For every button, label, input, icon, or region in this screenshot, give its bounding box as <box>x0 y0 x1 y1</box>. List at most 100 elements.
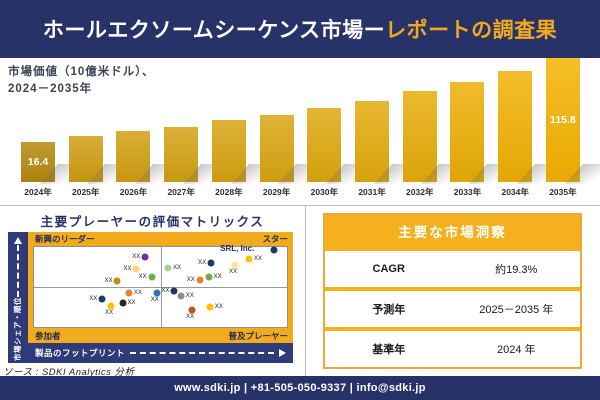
bar <box>450 82 485 182</box>
player-dot <box>196 276 204 284</box>
bar-value-label: 16.4 <box>27 156 49 168</box>
quadrant-label-star: スター <box>262 234 288 244</box>
footer-bar: www.sdki.jp | +81-505-050-9337 | info@sd… <box>0 376 600 400</box>
insight-label: CAGR <box>372 263 405 275</box>
x-axis-tick-label: 2032年 <box>406 187 434 197</box>
chart-subtitle-line1: 市場価値（10億米ドル）、 <box>8 66 155 78</box>
player-placeholder-label: XX <box>198 260 207 266</box>
player-placeholder-label: XX <box>127 300 136 306</box>
matrix-y-axis-label: 市場シェア・順位 <box>13 297 22 361</box>
x-axis-tick-label: 2030年 <box>310 187 339 197</box>
x-axis-tick-label: 2026年 <box>119 187 148 197</box>
insight-row: 基準年 2024 年 <box>325 331 580 367</box>
player-placeholder-label: XX <box>229 268 238 275</box>
player-placeholder-label: XX <box>105 310 114 317</box>
up-arrow-dashed-line <box>17 245 19 297</box>
chart-subtitle: 市場価値（10億米ドル）、 2024－2035年 <box>8 64 155 97</box>
player-dot <box>206 303 214 311</box>
horizontal-divider <box>0 205 600 206</box>
player-dot <box>119 299 127 307</box>
matrix-y-axis-band: 市場シェア・順位 <box>8 232 28 363</box>
key-insights-table: 主要な市場洞察 CAGR 約19.3% 予測年 2025－2035 年基準年 2024 … <box>323 213 582 369</box>
quadrant-label-emerging-leaders: 新興のリーダー <box>35 234 95 244</box>
insights-row-separator <box>325 327 580 331</box>
player-placeholder-label: XX <box>213 274 222 280</box>
bar <box>498 71 533 182</box>
bar <box>259 115 294 182</box>
player-placeholder-label: XX <box>186 314 195 321</box>
player-dot <box>188 306 196 314</box>
bar: 16.4 <box>21 142 55 182</box>
footer-contact-text: www.sdki.jp | +81-505-050-9337 | info@sd… <box>174 382 426 394</box>
bar <box>402 91 437 182</box>
source-note: ソース : SDKI Analytics 分析 <box>3 367 135 378</box>
player-placeholder-label: XX <box>173 264 182 271</box>
player-placeholder-label: XX <box>133 290 142 297</box>
insight-row: CAGR 約19.3% <box>325 251 580 287</box>
player-placeholder-label: XX <box>150 297 159 303</box>
matrix-title: 主要プレーヤーの評価マトリックス <box>40 215 265 229</box>
x-axis-tick-label: 2028年 <box>215 187 243 197</box>
x-axis-tick-label: 2027年 <box>167 187 195 197</box>
bar-chart-x-axis: 2024年 2025年 2026年 2027年 2028年 2029年 2030年 2031年… <box>21 186 580 198</box>
player-dot <box>107 302 115 310</box>
matrix-x-axis-label: 製品のフットプリント <box>35 348 126 358</box>
bar <box>116 131 151 182</box>
player-dot <box>164 264 172 272</box>
player-dot <box>141 253 149 261</box>
player-dot <box>148 273 156 281</box>
x-axis-tick-label: 2025年 <box>72 187 100 197</box>
bar <box>307 108 342 182</box>
insight-label: 予測年 <box>372 304 406 316</box>
bar-chart: 16.4 115.8 <box>21 58 580 182</box>
player-dot <box>231 261 239 269</box>
player-placeholder-label: XX <box>161 288 170 294</box>
player-dot <box>245 255 253 263</box>
bar <box>211 120 246 182</box>
header-banner: ホールエクソームシーケンス市場ー レポートの調査果 <box>0 0 600 58</box>
matrix-scatter-plot: XX XX XX XX XX XX XX XX XX XX SRL, Inc. XX XX XX XX XX X… <box>33 244 288 328</box>
player-dot <box>98 295 106 303</box>
player-placeholder-label: XX <box>185 292 194 299</box>
vertical-divider <box>305 206 306 376</box>
insights-table-title: 主要な市場洞察 <box>325 215 580 251</box>
chart-subtitle-line2: 2024－2035年 <box>8 82 93 95</box>
player-placeholder-label: XX <box>132 254 141 261</box>
x-axis-tick-label: 2029年 <box>262 187 291 197</box>
player-dot <box>170 287 178 295</box>
player-evaluation-matrix: 市場シェア・順位 新興のリーダー スター 参加者 普及プレーヤー XX XX XX X… <box>8 232 293 363</box>
bar <box>68 136 103 182</box>
player-dot <box>207 259 215 267</box>
insight-value: 2024 年 <box>496 344 536 356</box>
quadrant-label-pervasive-players: 普及プレーヤー <box>228 331 288 341</box>
player-dot <box>125 289 133 297</box>
page-title: ホールエクソームシーケンス市場ー <box>42 19 386 42</box>
matrix-x-axis-band: 製品のフットプリント <box>28 343 293 363</box>
player-dot <box>270 246 278 254</box>
bar <box>164 127 199 182</box>
player-placeholder-label: XX <box>123 265 132 272</box>
player-dot <box>113 277 121 285</box>
player-name-label: SRL, Inc. <box>220 244 255 254</box>
player-dot <box>153 289 161 297</box>
up-arrow-icon <box>14 237 22 244</box>
matrix-quadrant-frame: 新興のリーダー スター 参加者 普及プレーヤー XX XX XX XX XX XX XX XX… <box>28 232 293 343</box>
player-dot <box>177 292 185 300</box>
quadrant-label-participants: 参加者 <box>35 331 61 341</box>
insight-value: 2025－2035 年 <box>479 304 554 316</box>
right-arrow-icon <box>279 349 286 357</box>
x-axis-tick-label: 2031年 <box>358 187 386 197</box>
right-arrow-dashed-line <box>130 352 274 354</box>
insight-label: 基準年 <box>372 344 406 356</box>
insight-row: 予測年 2025－2035 年 <box>325 291 580 327</box>
insights-table-body: CAGR 約19.3% 予測年 2025－2035 年基準年 2024 年 <box>325 251 580 367</box>
player-dot <box>205 273 213 281</box>
player-placeholder-label: XX <box>138 273 147 280</box>
bar <box>355 101 390 182</box>
x-axis-tick-label: 2034年 <box>501 187 529 197</box>
x-axis-tick-label: 2033年 <box>453 187 482 197</box>
player-dot <box>132 265 140 273</box>
player-placeholder-label: XX <box>89 296 98 302</box>
insight-value: 約19.3% <box>495 264 538 276</box>
